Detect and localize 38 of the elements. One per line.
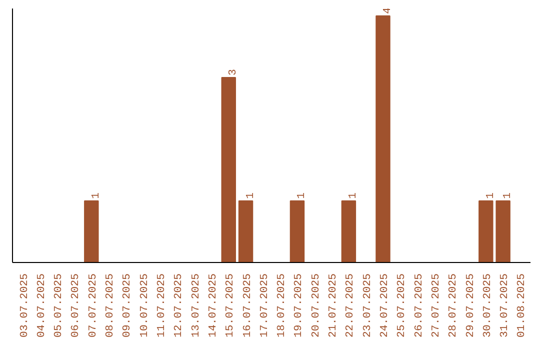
x-tick-label: 25.07.2025 <box>396 273 408 338</box>
x-tick-label: 08.07.2025 <box>104 273 117 338</box>
x-tick-label: 22.07.2025 <box>344 273 357 338</box>
x-tick-label: 21.07.2025 <box>328 273 340 338</box>
x-tick-label: 14.07.2025 <box>207 273 220 338</box>
data-label: 1 <box>348 192 360 199</box>
data-label: 1 <box>296 192 308 199</box>
x-tick-label: 11.07.2025 <box>156 273 168 338</box>
x-tick-label: 01.08.2025 <box>516 273 528 338</box>
x-tick-label: 07.07.2025 <box>87 273 100 338</box>
x-tick-label: 23.07.2025 <box>362 273 374 338</box>
x-tick-label: 28.07.2025 <box>448 273 460 338</box>
x-tick-label: 19.07.2025 <box>293 273 306 338</box>
x-tick-label: 12.07.2025 <box>173 273 186 338</box>
x-tick-label: 04.07.2025 <box>36 273 48 338</box>
x-tick-label: 03.07.2025 <box>18 273 31 338</box>
data-label: 1 <box>90 192 102 199</box>
x-tick-label: 13.07.2025 <box>190 273 202 338</box>
data-label: 1 <box>484 192 497 199</box>
x-tick-label: 31.07.2025 <box>499 273 512 338</box>
x-tick-label: 09.07.2025 <box>122 273 134 338</box>
x-tick-label: 05.07.2025 <box>53 273 66 338</box>
x-tick-label: 06.07.2025 <box>70 273 82 338</box>
x-tick-label: 24.07.2025 <box>378 273 391 338</box>
x-tick-label: 20.07.2025 <box>310 273 322 338</box>
x-tick-label: 18.07.2025 <box>276 273 288 338</box>
x-tick-label: 15.07.2025 <box>224 273 237 338</box>
x-tick-label: 27.07.2025 <box>430 273 442 338</box>
x-tick-label: 30.07.2025 <box>482 273 494 338</box>
x-tick-label: 17.07.2025 <box>258 273 271 338</box>
data-label: 4 <box>382 7 394 14</box>
x-tick-label: 29.07.2025 <box>464 273 477 338</box>
data-label: 3 <box>228 69 240 76</box>
x-tick-label: 10.07.2025 <box>138 273 151 338</box>
data-label: 1 <box>244 192 257 199</box>
x-tick-label: 16.07.2025 <box>242 273 254 338</box>
data-label: 1 <box>502 192 514 199</box>
x-tick-label: 26.07.2025 <box>413 273 426 338</box>
